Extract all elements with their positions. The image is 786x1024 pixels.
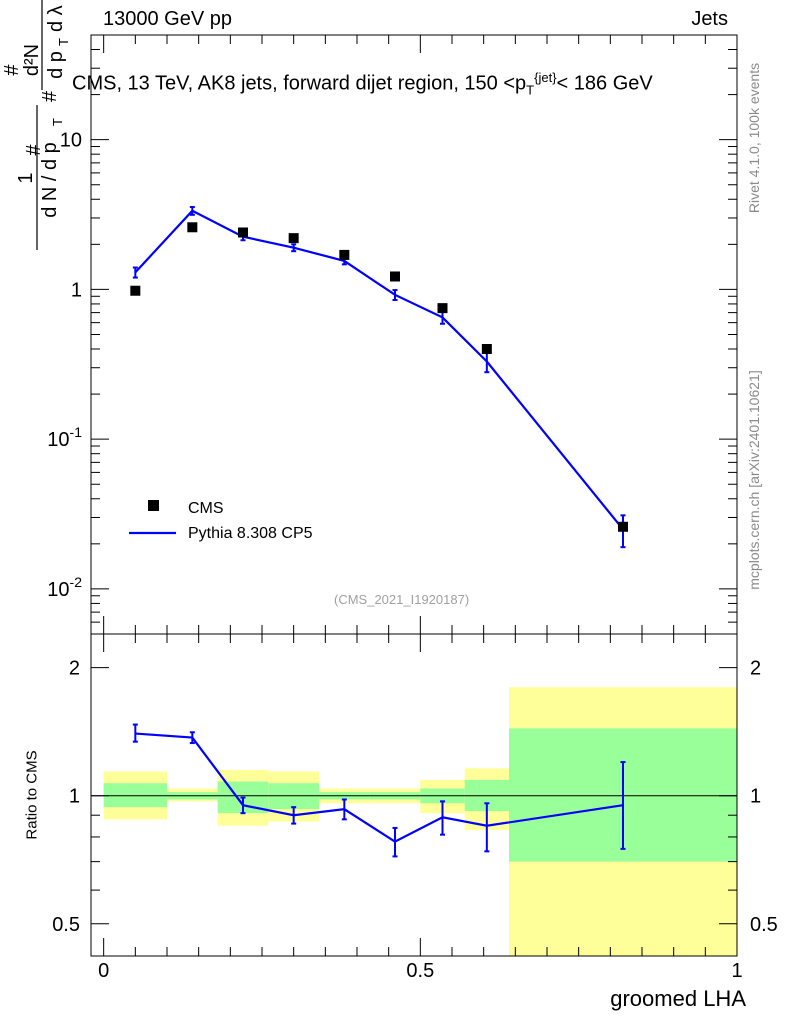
cms-data-point — [481, 344, 492, 355]
ylabel-one: 1 — [15, 172, 37, 183]
ratio-ytick-label-left: 2 — [69, 658, 80, 680]
ratio-ytick-label-left: 1 — [69, 786, 80, 808]
top-left-label: 13000 GeV pp — [103, 8, 232, 30]
top-right-label: Jets — [691, 8, 728, 30]
main-y-axis-label-numerator: d²N d p T d λ # — [1, 0, 71, 90]
svg-text:d²N: d²N — [21, 44, 43, 76]
cms-data-point — [618, 521, 628, 532]
plot-title: CMS, 13 TeV, AK8 jets, forward dijet reg… — [72, 70, 653, 98]
ratio-plot-frame — [90, 633, 738, 957]
title-prefix: CMS, 13 TeV, AK8 jets, forward dijet reg… — [72, 72, 527, 95]
svg-text:T: T — [50, 118, 65, 126]
ratio-ytick-label-left: 0.5 — [52, 914, 80, 936]
svg-text:T: T — [56, 38, 71, 46]
legend-cms-label: CMS — [188, 500, 224, 517]
ratio-ytick-label-right: 1 — [750, 786, 761, 808]
ratio-stat-band-0 — [103, 783, 167, 808]
svg-text:#: # — [23, 144, 45, 156]
main-ytick-label: 10 — [60, 130, 82, 152]
main-ytick-label: 10-1 — [47, 424, 82, 451]
svg-text:#: # — [39, 90, 61, 102]
cms-data-point — [437, 303, 448, 314]
pythia-line — [134, 209, 624, 531]
ratio-ytick-label-right: 0.5 — [750, 914, 778, 936]
cms-data-point — [238, 227, 248, 238]
main-y-axis-label: # 1 d N / d p T # — [15, 90, 65, 250]
legend-pythia-label: Pythia 8.308 CP5 — [188, 525, 313, 542]
title-sup: {jet} — [534, 70, 557, 85]
xtick-label: 1 — [731, 960, 742, 982]
analysis-watermark: (CMS_2021_I1920187) — [334, 592, 470, 607]
cms-data-point — [339, 249, 350, 260]
svg-text:d p: d p — [45, 51, 67, 79]
svg-text:#: # — [1, 64, 23, 76]
svg-text:d λ: d λ — [45, 5, 67, 32]
cms-data-point — [187, 222, 198, 233]
legend-cms-marker — [148, 500, 159, 511]
cms-data-point — [130, 285, 141, 296]
title-sub: T — [526, 82, 535, 98]
title-suffix: < 186 GeV — [556, 72, 653, 95]
cms-data-point — [288, 233, 299, 244]
ratio-ytick-label-right: 2 — [750, 658, 761, 680]
cms-data-point — [390, 271, 400, 282]
xtick-label: 0.5 — [406, 960, 434, 982]
x-axis-label: groomed LHA — [610, 986, 746, 1011]
xtick-label: 0 — [98, 960, 109, 982]
main-plot-frame — [90, 34, 738, 635]
main-ytick-label: 1 — [71, 279, 82, 301]
main-ytick-label: 10-2 — [47, 574, 82, 601]
svg-text:d N / d p: d N / d p — [39, 142, 61, 218]
